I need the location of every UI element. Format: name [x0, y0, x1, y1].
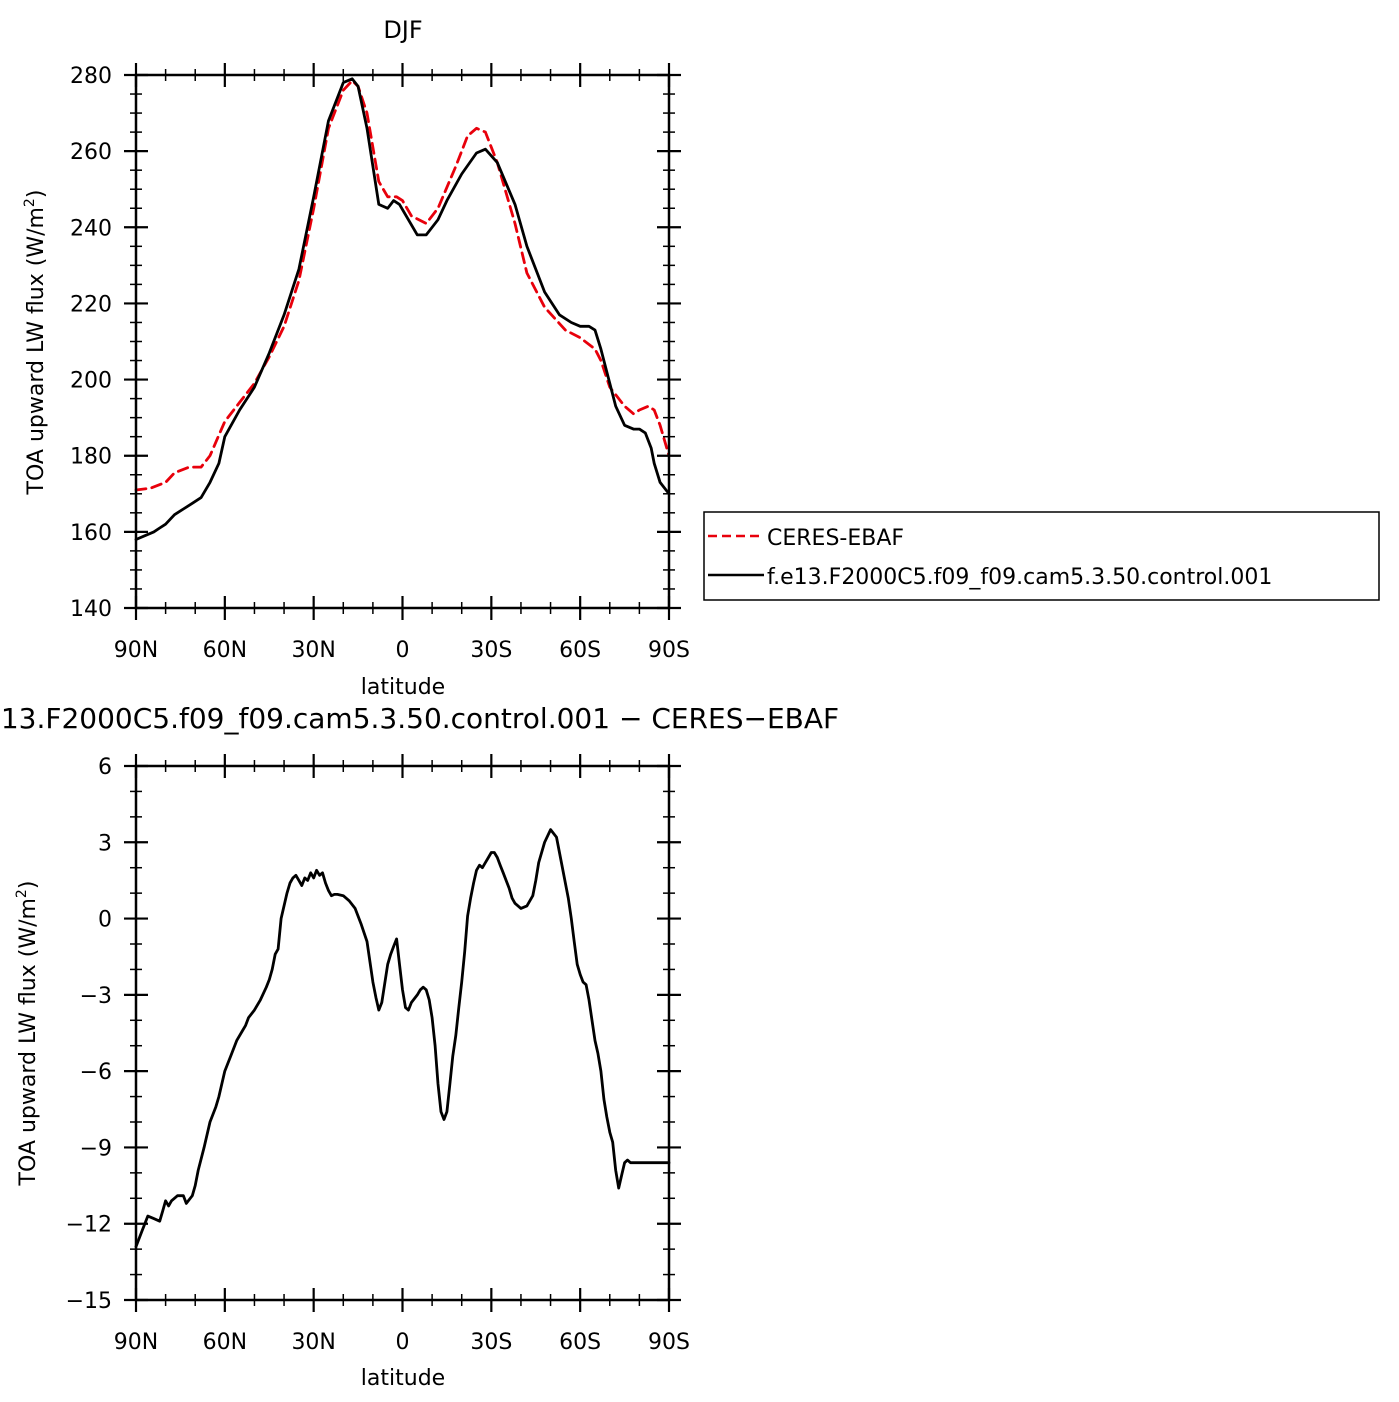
legend-label-ceres: CERES-EBAF	[767, 526, 904, 551]
bottom-x-tick-label: 90N	[114, 1330, 158, 1355]
top-plot-frame	[134, 73, 671, 610]
bottom-chart-title: f.e13.F2000C5.f09_f09.cam5.3.50.control.…	[0, 702, 839, 735]
top-x-tick-label: 90S	[648, 638, 690, 663]
bottom-y-tick-label: −15	[66, 1289, 112, 1314]
top-y-tick-label: 200	[70, 369, 112, 394]
legend-label-model: f.e13.F2000C5.f09_f09.cam5.3.50.control.…	[767, 565, 1272, 590]
top-y-axis-label-end: )	[24, 190, 49, 199]
bottom-y-tick-labels: −15 −12 −9 −6 −3 0 3 6	[66, 755, 112, 1314]
top-x-tick-labels: 90N 60N 30N 0 30S 60S 90S	[114, 638, 690, 663]
bottom-x-tick-label: 0	[396, 1330, 410, 1355]
top-panel: DJF 140 160 180 200 220 240 260 280 90N 60N 30N 0 3…	[22, 16, 1380, 700]
top-y-tick-label: 140	[70, 597, 112, 622]
top-x-tick-label: 60S	[559, 638, 601, 663]
top-series-line-1	[134, 77, 671, 541]
top-y-tick-label: 240	[70, 216, 112, 241]
top-axis-ticks	[124, 63, 681, 620]
top-y-tick-label: 180	[70, 445, 112, 470]
bottom-y-tick-label: −9	[80, 1136, 112, 1161]
top-y-tick-label: 260	[70, 140, 112, 165]
top-series-line-0	[134, 79, 671, 492]
bottom-y-tick-label: 6	[98, 755, 112, 780]
top-y-tick-label: 280	[70, 64, 112, 89]
bottom-x-axis-label: latitude	[361, 1366, 445, 1391]
bottom-x-tick-label: 60S	[559, 1330, 601, 1355]
bottom-series-line-0	[134, 828, 671, 1248]
bottom-x-tick-label: 30N	[291, 1330, 335, 1355]
bottom-y-tick-label: 3	[98, 831, 112, 856]
bottom-y-tick-label: −3	[80, 984, 112, 1009]
bottom-series-group	[134, 828, 671, 1248]
bottom-y-axis-label-main: TOA upward LW flux (W/m	[16, 898, 41, 1186]
bottom-y-axis-label-sup: 2	[14, 889, 30, 898]
bottom-y-tick-label: −6	[80, 1060, 112, 1085]
top-chart-title: DJF	[383, 16, 422, 44]
bottom-y-axis-label: TOA upward LW flux (W/m2)	[14, 881, 41, 1187]
bottom-axis-ticks	[124, 754, 681, 1312]
top-x-axis-label: latitude	[361, 675, 445, 700]
bottom-panel: f.e13.F2000C5.f09_f09.cam5.3.50.control.…	[0, 702, 839, 1391]
top-y-axis-label: TOA upward LW flux (W/m2)	[22, 190, 49, 496]
top-y-tick-label: 220	[70, 292, 112, 317]
bottom-x-tick-label: 60N	[203, 1330, 247, 1355]
bottom-y-tick-label: −12	[66, 1213, 112, 1238]
bottom-y-axis-label-end: )	[16, 881, 41, 890]
top-series-group	[134, 77, 671, 541]
top-x-tick-label: 30N	[291, 638, 335, 663]
legend: CERES-EBAF f.e13.F2000C5.f09_f09.cam5.3.…	[703, 511, 1380, 601]
bottom-x-tick-label: 90S	[648, 1330, 690, 1355]
bottom-x-tick-labels: 90N 60N 30N 0 30S 60S 90S	[114, 1330, 690, 1355]
top-x-tick-label: 30S	[470, 638, 512, 663]
top-x-tick-label: 90N	[114, 638, 158, 663]
bottom-y-tick-label: 0	[98, 908, 112, 933]
top-y-tick-label: 160	[70, 521, 112, 546]
top-y-axis-label-sup: 2	[22, 198, 38, 207]
bottom-x-tick-label: 30S	[470, 1330, 512, 1355]
top-x-tick-label: 0	[396, 638, 410, 663]
top-x-tick-label: 60N	[203, 638, 247, 663]
legend-box	[703, 511, 1380, 601]
top-y-axis-label-main: TOA upward LW flux (W/m	[24, 207, 49, 495]
bottom-plot-frame	[134, 764, 671, 1302]
top-y-tick-labels: 140 160 180 200 220 240 260 280	[70, 64, 112, 622]
